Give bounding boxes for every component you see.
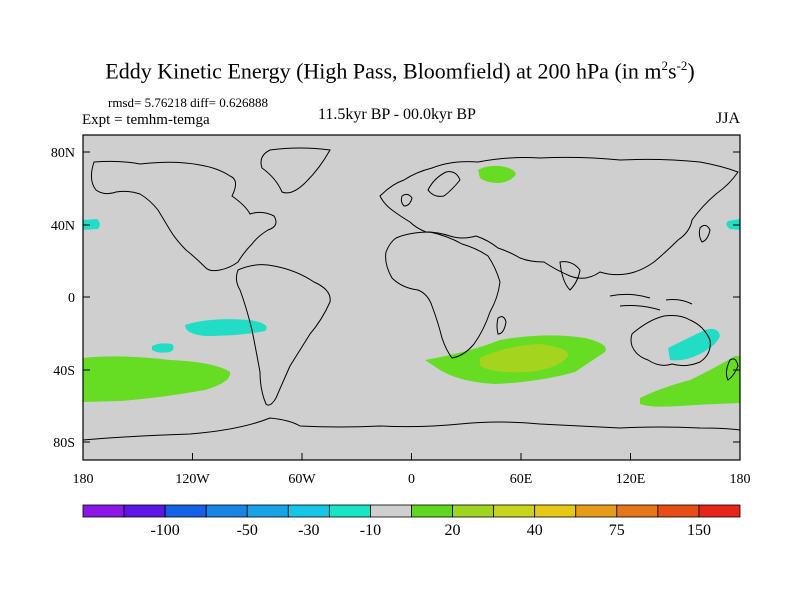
colorbar-swatch xyxy=(328,504,371,518)
coast-japan xyxy=(698,224,711,243)
colorbar-swatch xyxy=(370,504,412,518)
coast-antarctica xyxy=(83,417,740,441)
map-background xyxy=(83,135,740,460)
coastlines xyxy=(83,147,740,441)
title-unit-exp2: -2 xyxy=(676,58,688,73)
coast-eurasia xyxy=(379,156,739,279)
y-tick-80s: 80S xyxy=(53,436,75,451)
x-tick-180w: 180 xyxy=(73,472,94,487)
colorbar-label: -100 xyxy=(150,522,179,539)
title-main: Eddy Kinetic Energy (High Pass, Bloomfie… xyxy=(105,58,662,84)
coast-north-america xyxy=(90,160,277,272)
region-spac-negative-b xyxy=(152,343,174,353)
x-tick-60w: 60W xyxy=(288,472,316,487)
coast-africa xyxy=(385,231,501,359)
colorbar-swatch xyxy=(164,504,207,518)
stats-line: rmsd= 5.76218 diff= 0.626888 xyxy=(108,95,268,110)
title-unit-close: ) xyxy=(687,58,695,84)
x-tick-180e: 180 xyxy=(730,472,751,487)
title-unit-exp1: 2 xyxy=(661,58,669,73)
colorbar-swatch xyxy=(657,504,700,518)
colorbar-label: 20 xyxy=(445,522,461,539)
y-tick-80n: 80N xyxy=(51,146,75,161)
x-tick-120w: 120W xyxy=(175,472,210,487)
anomaly-regions xyxy=(83,165,740,407)
coast-british-isles xyxy=(400,193,413,207)
x-tick-marks xyxy=(82,453,741,460)
colorbar-swatch xyxy=(246,504,289,518)
x-tick-0: 0 xyxy=(408,472,415,487)
coast-new-zealand xyxy=(725,358,739,381)
colorbar-swatch xyxy=(411,504,453,518)
region-indian-positive-core xyxy=(480,344,569,373)
x-tick-60e: 60E xyxy=(510,472,533,487)
colorbar-swatch xyxy=(534,504,577,518)
colorbar-label: 150 xyxy=(687,522,711,539)
coast-india xyxy=(559,261,581,291)
coast-indonesia xyxy=(609,293,693,311)
x-tick-120e: 120E xyxy=(616,472,646,487)
colorbar-swatch xyxy=(616,504,659,518)
coast-greenland xyxy=(260,147,331,194)
experiment-label: Expt = temhm-temga xyxy=(82,112,210,128)
coast-scandinavia xyxy=(427,171,461,197)
region-arctic-positive xyxy=(478,165,516,183)
map-title: Eddy Kinetic Energy (High Pass, Bloomfie… xyxy=(0,58,800,84)
colorbar-swatch xyxy=(82,504,125,518)
colorbar-label: -50 xyxy=(237,522,258,539)
colorbar-labels: -100 -50 -30 -10 20 40 75 150 xyxy=(150,522,710,539)
region-southpac-positive xyxy=(83,356,231,402)
period-label: 11.5kyr BP - 00.0kyr BP xyxy=(318,106,476,123)
colorbar-swatch xyxy=(205,504,248,518)
season-label: JJA xyxy=(715,110,740,127)
colorbar-swatch xyxy=(123,504,166,518)
y-tick-40n: 40N xyxy=(51,219,75,234)
region-spac-negative-a xyxy=(185,319,267,336)
colorbar xyxy=(82,504,741,518)
colorbar-swatch xyxy=(698,504,741,518)
region-npac-negative-west xyxy=(83,219,100,230)
title-unit-mid: s xyxy=(668,58,677,84)
y-tick-0: 0 xyxy=(68,291,75,306)
coast-south-america xyxy=(235,264,331,406)
colorbar-swatch xyxy=(287,504,330,518)
colorbar-swatch xyxy=(493,504,536,518)
colorbar-swatch xyxy=(452,504,495,518)
region-aus-negative xyxy=(668,328,720,361)
y-tick-marks xyxy=(83,151,740,443)
colorbar-label: 40 xyxy=(527,522,543,539)
colorbar-label: 75 xyxy=(609,522,625,539)
colorbar-swatch xyxy=(575,504,618,518)
colorbar-label: -10 xyxy=(360,522,381,539)
coast-australia xyxy=(630,315,711,367)
coast-madagascar xyxy=(496,316,507,335)
region-tasman-positive xyxy=(640,356,740,407)
colorbar-label: -30 xyxy=(298,522,319,539)
y-tick-40s: 40S xyxy=(53,364,75,379)
